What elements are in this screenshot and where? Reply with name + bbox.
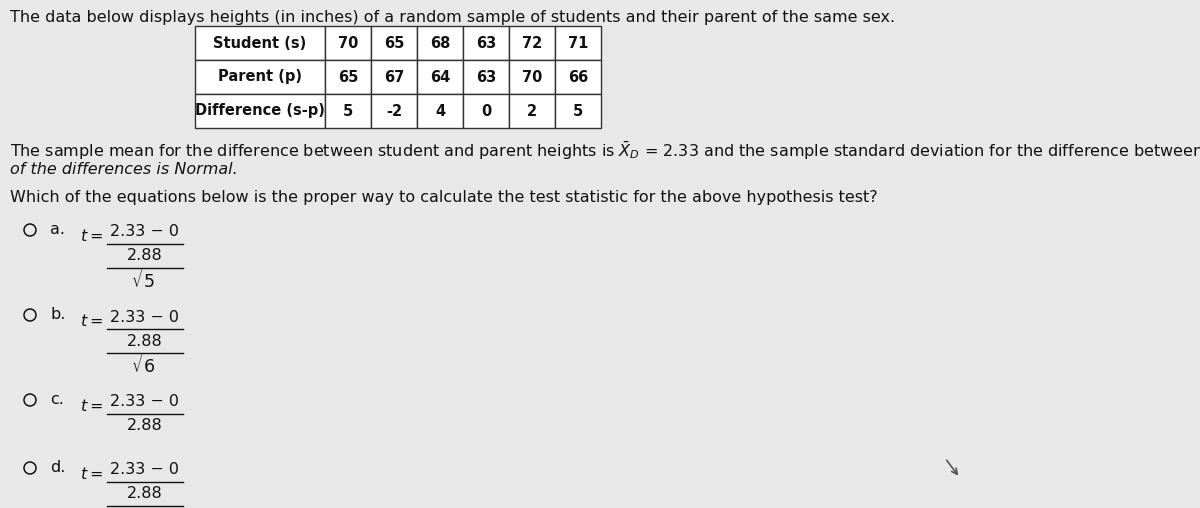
Text: 72: 72 [522, 36, 542, 50]
Bar [463, 26, 509, 60]
Bar [509, 94, 554, 128]
Text: The data below displays heights (in inches) of a random sample of students and t: The data below displays heights (in inch… [10, 10, 895, 25]
Bar [325, 60, 371, 94]
Text: Parent (p): Parent (p) [218, 70, 302, 84]
Text: Difference (s-p): Difference (s-p) [196, 104, 325, 118]
Text: The sample mean for the difference between student and parent heights is $\bar{X: The sample mean for the difference betwe… [10, 140, 1200, 162]
Text: 70: 70 [338, 36, 358, 50]
Bar [509, 26, 554, 60]
Text: 5: 5 [343, 104, 353, 118]
Text: Student (s): Student (s) [214, 36, 307, 50]
Bar [554, 26, 601, 60]
Text: 68: 68 [430, 36, 450, 50]
Text: 66: 66 [568, 70, 588, 84]
Bar [418, 94, 463, 128]
Text: 71: 71 [568, 36, 588, 50]
Text: -2: -2 [386, 104, 402, 118]
Bar [325, 94, 371, 128]
Text: Which of the equations below is the proper way to calculate the test statistic f: Which of the equations below is the prop… [10, 190, 877, 205]
Text: 2.88: 2.88 [127, 248, 163, 264]
Text: 0: 0 [481, 104, 491, 118]
Bar [371, 26, 418, 60]
Text: 63: 63 [476, 36, 496, 50]
Bar [418, 60, 463, 94]
Text: 2.33 − 0: 2.33 − 0 [110, 462, 180, 478]
Text: 65: 65 [384, 36, 404, 50]
Text: 5: 5 [572, 104, 583, 118]
Text: 64: 64 [430, 70, 450, 84]
Bar [371, 94, 418, 128]
Text: 2.33 − 0: 2.33 − 0 [110, 225, 180, 239]
Bar [371, 60, 418, 94]
Bar [325, 26, 371, 60]
Text: $\sqrt{6}$: $\sqrt{6}$ [131, 353, 158, 377]
Text: 2.88: 2.88 [127, 487, 163, 501]
Bar [554, 60, 601, 94]
Text: 2.33 − 0: 2.33 − 0 [110, 395, 180, 409]
Text: b.: b. [50, 307, 65, 322]
Text: 70: 70 [522, 70, 542, 84]
Bar [554, 94, 601, 128]
Text: 4: 4 [434, 104, 445, 118]
Text: 2: 2 [527, 104, 538, 118]
Text: c.: c. [50, 392, 64, 407]
Bar [418, 26, 463, 60]
Bar [194, 60, 325, 94]
Text: a.: a. [50, 222, 65, 237]
Text: 65: 65 [338, 70, 358, 84]
Bar [509, 60, 554, 94]
Text: d.: d. [50, 460, 65, 475]
Text: 63: 63 [476, 70, 496, 84]
Text: $t =$: $t =$ [80, 398, 103, 414]
Text: of the differences is Normal.: of the differences is Normal. [10, 162, 238, 177]
Bar [463, 94, 509, 128]
Text: 2.88: 2.88 [127, 419, 163, 433]
Text: 67: 67 [384, 70, 404, 84]
Text: 2.88: 2.88 [127, 333, 163, 348]
Text: 2.33 − 0: 2.33 − 0 [110, 309, 180, 325]
Bar [194, 94, 325, 128]
Text: $t =$: $t =$ [80, 466, 103, 482]
Text: $t =$: $t =$ [80, 313, 103, 329]
Text: $\sqrt{5}$: $\sqrt{5}$ [131, 268, 158, 292]
Text: $t =$: $t =$ [80, 228, 103, 244]
Bar [463, 60, 509, 94]
Bar [194, 26, 325, 60]
